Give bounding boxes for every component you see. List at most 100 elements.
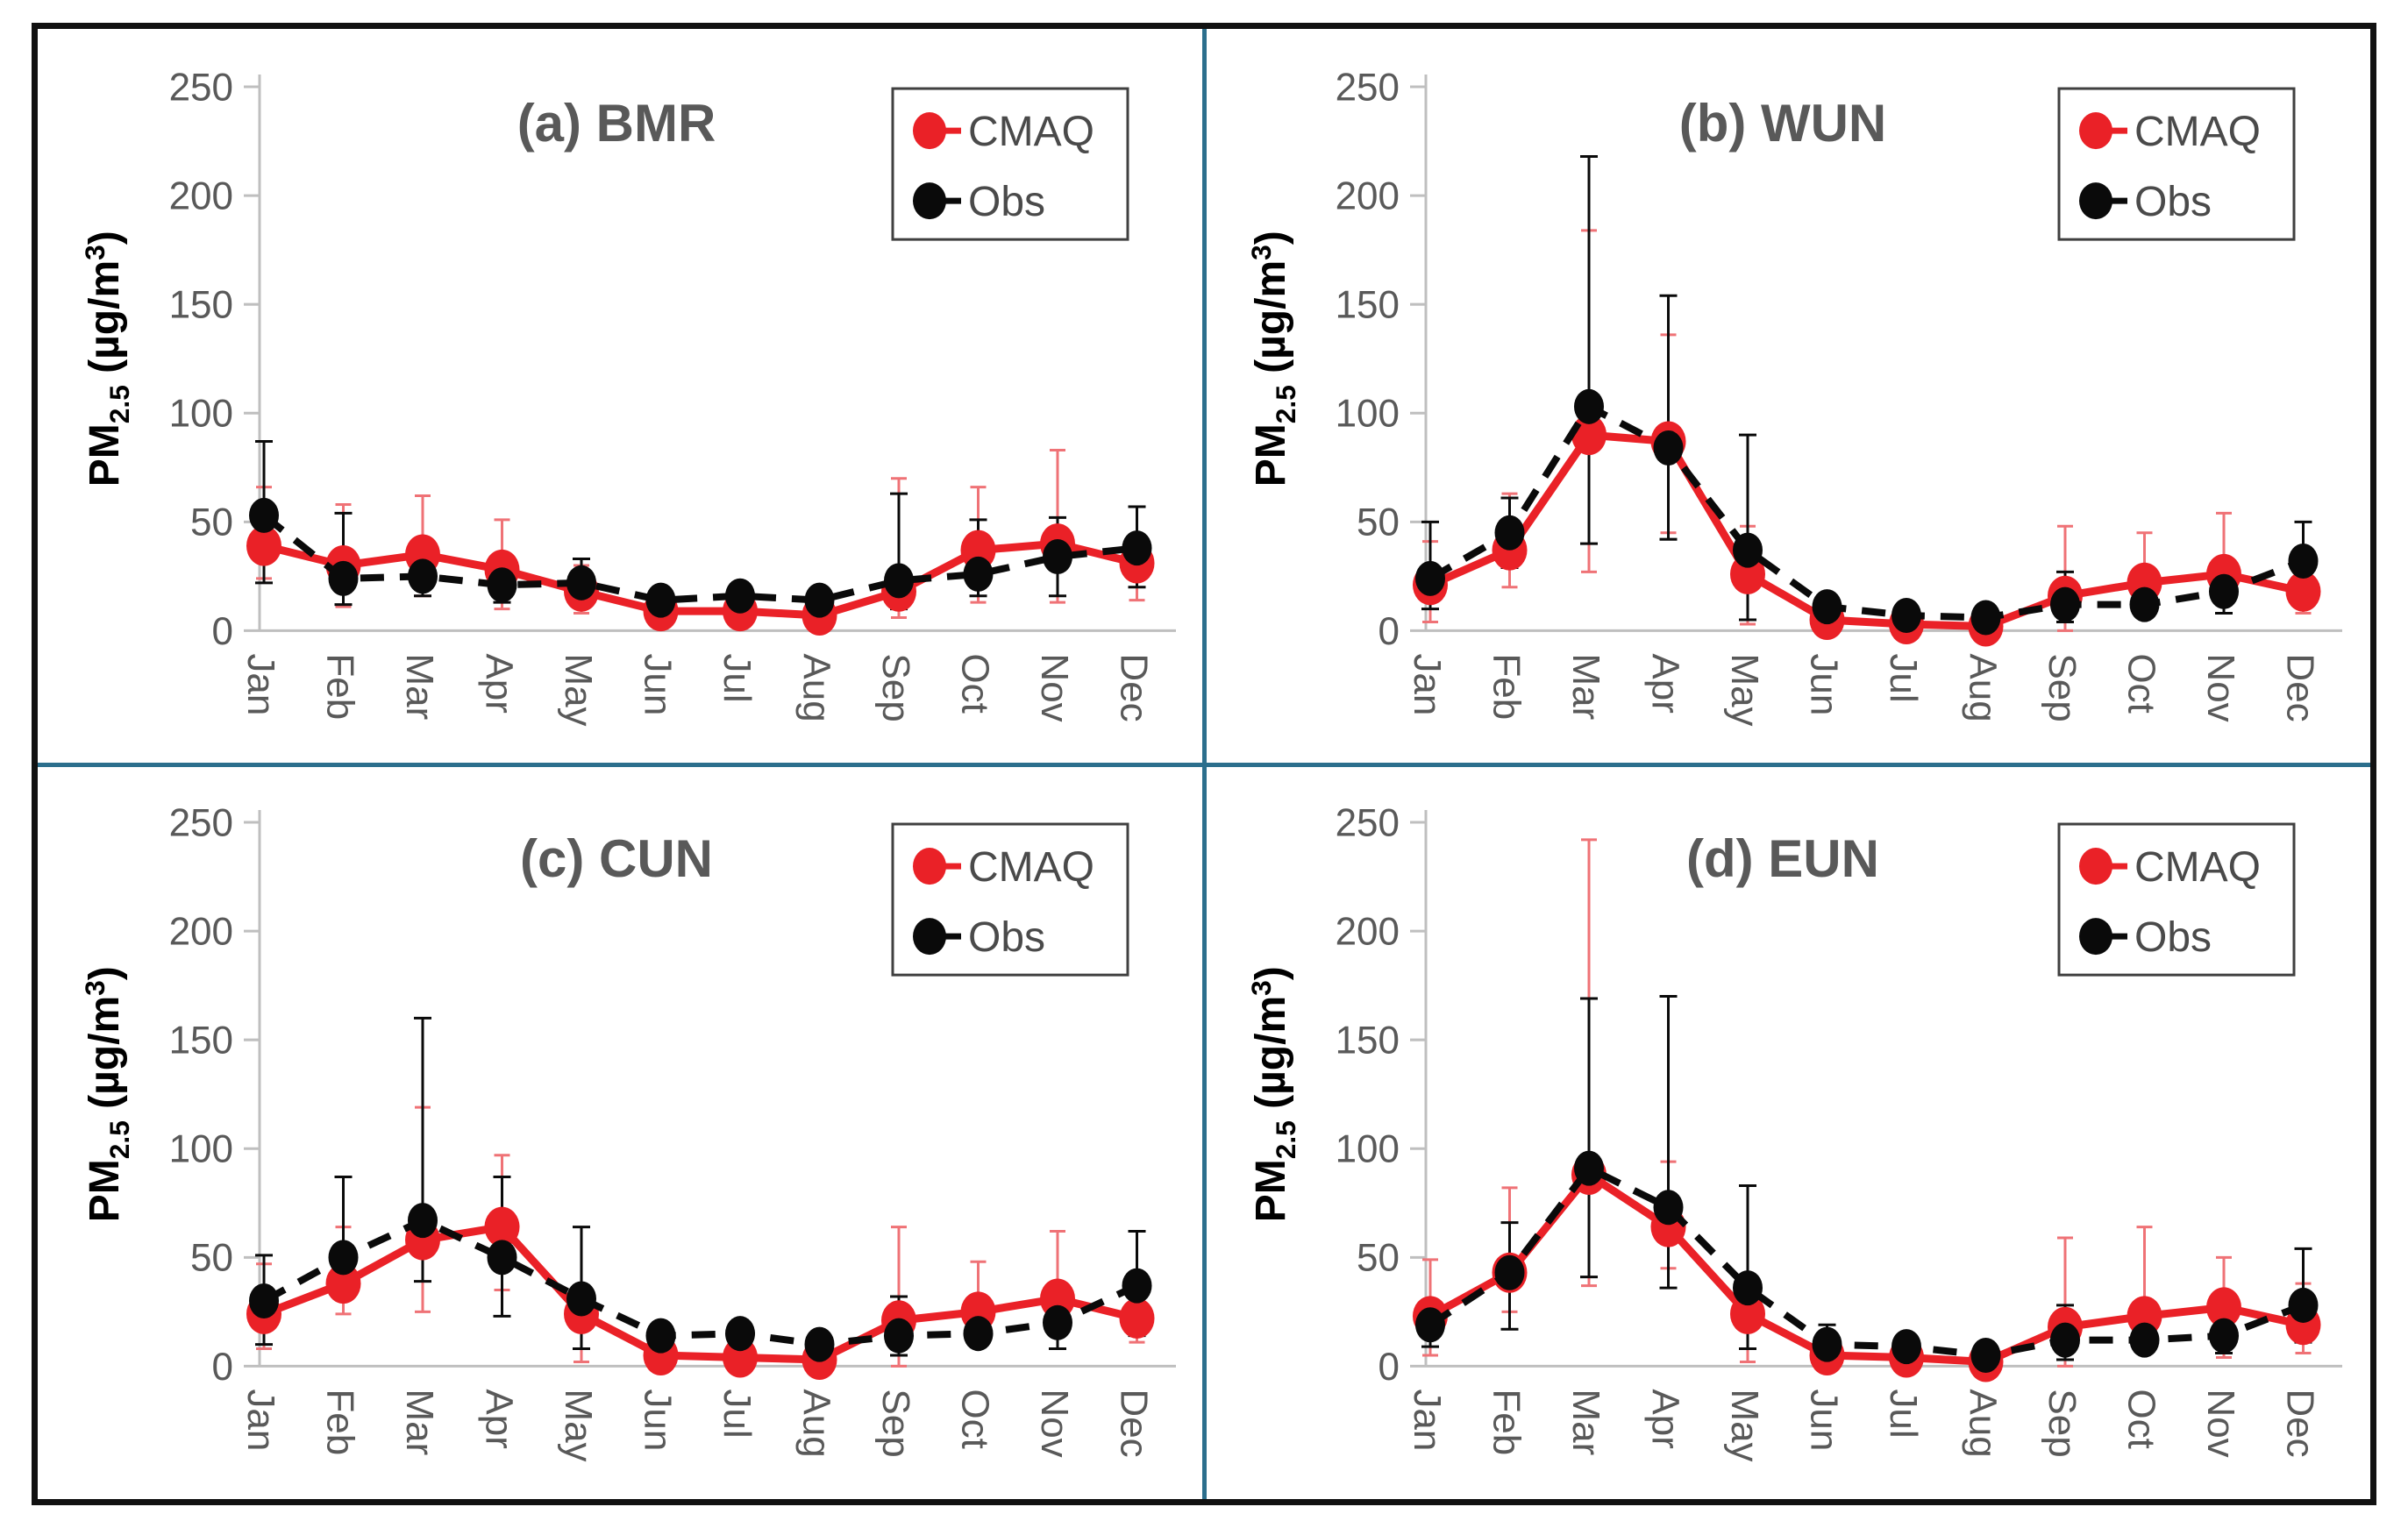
x-tick-label: Feb: [1485, 1389, 1528, 1455]
x-tick-label: May: [557, 1389, 600, 1461]
legend-label: Obs: [968, 179, 1045, 225]
x-tick-label: Sep: [2041, 1389, 2084, 1457]
y-tick-label: 150: [1336, 284, 1400, 327]
legend-item-cmaq: CMAQ: [913, 109, 1094, 155]
y-tick-label: 0: [1379, 610, 1400, 653]
marker-obs: [804, 582, 835, 618]
legend-item-cmaq: CMAQ: [913, 843, 1094, 890]
x-tick-label: Oct: [954, 653, 997, 713]
panel-title: (b) WUN: [1679, 94, 1887, 153]
legend-item-obs: Obs: [2079, 913, 2212, 960]
marker-obs: [2288, 1287, 2319, 1323]
legend-label: Obs: [2134, 179, 2212, 225]
x-tick-label: May: [557, 653, 600, 726]
y-axis-label: PM2.5 (µg/m3): [1245, 231, 1301, 487]
panel-c: 0 50 100 150 200 250 Jan Feb Mar Apr May Jun Jul Aug S…: [38, 764, 1204, 1500]
x-tick-label: Jun: [1803, 1389, 1846, 1451]
series-line-obs: [1428, 402, 2305, 622]
marker-obs: [2209, 1318, 2239, 1354]
marker-obs: [884, 563, 914, 599]
y-tick-label: 200: [169, 910, 233, 953]
legend-marker: [2079, 917, 2112, 955]
y-tick-label: 0: [1379, 1345, 1400, 1388]
x-tick-label: Jun: [1803, 653, 1846, 715]
y-tick-label: 0: [212, 1345, 233, 1388]
legend-marker: [2079, 112, 2112, 150]
x-tick-label: Dec: [1113, 653, 1156, 721]
marker-obs: [645, 1318, 676, 1354]
x-tick-label: Jun: [637, 653, 680, 715]
marker-obs: [1043, 539, 1072, 575]
marker-obs: [408, 558, 438, 594]
marker-obs: [328, 560, 359, 596]
legend-item-cmaq: CMAQ: [2079, 843, 2261, 890]
marker-obs: [2050, 586, 2080, 622]
legend-marker: [913, 182, 946, 220]
x-tick-label: Jul: [1882, 1389, 1925, 1438]
legend-label: Obs: [968, 913, 1045, 960]
legend-label: Obs: [2134, 913, 2212, 960]
legend-marker: [913, 847, 946, 885]
marker-cmaq: [325, 1262, 361, 1304]
marker-obs: [645, 582, 676, 618]
x-tick-label: Mar: [398, 653, 441, 720]
x-tick-label: Mar: [398, 1389, 441, 1455]
x-tick-label: Jan: [239, 653, 282, 715]
panel-b: 0 50 100 150 200 250 Jan Feb Mar Apr May Jun Jul Aug S…: [1204, 29, 2370, 764]
marker-obs: [1812, 1326, 1842, 1362]
marker-obs: [1415, 1306, 1445, 1342]
legend-label: CMAQ: [968, 109, 1094, 155]
y-tick-label: 250: [169, 66, 233, 109]
y-tick-label: 250: [1336, 66, 1400, 109]
y-tick-label: 100: [169, 393, 233, 436]
marker-obs: [249, 497, 279, 533]
x-tick-label: Mar: [1564, 1389, 1607, 1455]
marker-obs: [725, 578, 755, 614]
x-tick-label: Jan: [239, 1389, 282, 1451]
marker-obs: [1891, 598, 1921, 634]
x-tick-label: Sep: [2041, 653, 2084, 721]
legend-item-cmaq: CMAQ: [2079, 109, 2261, 155]
x-tick-label: Nov: [2199, 1389, 2242, 1457]
y-tick-label: 100: [169, 1127, 233, 1170]
marker-cmaq: [1730, 1293, 1765, 1334]
y-tick-label: 250: [1336, 801, 1400, 844]
marker-obs: [1970, 600, 2001, 636]
chart-svg-a: 0 50 100 150 200 250 Jan Feb Mar Apr May Jun Jul Aug S…: [79, 66, 1176, 727]
x-tick-label: Jan: [1406, 653, 1449, 715]
x-tick-label: Apr: [478, 653, 521, 714]
marker-obs: [2129, 1322, 2160, 1358]
x-tick-label: Apr: [478, 1389, 521, 1449]
marker-obs: [566, 565, 596, 601]
marker-obs: [1415, 560, 1445, 596]
marker-cmaq: [2206, 1286, 2241, 1327]
x-tick-label: Apr: [1644, 1389, 1687, 1449]
x-tick-label: Feb: [319, 1389, 362, 1455]
chart-svg-d: 0 50 100 150 200 250 Jan Feb Mar Apr May Jun Jul Aug S…: [1245, 801, 2342, 1461]
marker-obs: [1122, 1268, 1152, 1304]
y-tick-label: 150: [1336, 1019, 1400, 1062]
marker-obs: [1733, 532, 1763, 568]
legend-label: CMAQ: [968, 843, 1094, 890]
marker-obs: [1122, 530, 1152, 566]
marker-obs: [1043, 1304, 1072, 1340]
marker-obs: [2050, 1322, 2080, 1358]
y-tick-label: 100: [1336, 1127, 1400, 1170]
x-tick-label: May: [1723, 653, 1766, 726]
x-tick-label: Nov: [1033, 1389, 1076, 1457]
legend-marker: [913, 112, 946, 150]
legend-marker: [2079, 847, 2112, 885]
marker-obs: [249, 1283, 279, 1318]
marker-obs: [963, 556, 994, 592]
x-tick-label: Aug: [1962, 1389, 2005, 1457]
marker-obs: [1812, 589, 1842, 625]
x-tick-label: Feb: [319, 653, 362, 720]
legend-label: CMAQ: [2134, 109, 2261, 155]
x-tick-label: Jan: [1406, 1389, 1449, 1451]
y-tick-label: 250: [169, 801, 233, 844]
x-tick-label: Jul: [716, 653, 759, 702]
legend-item-obs: Obs: [913, 913, 1045, 960]
panel-a: 0 50 100 150 200 250 Jan Feb Mar Apr May Jun Jul Aug S…: [38, 29, 1204, 764]
x-tick-label: Oct: [954, 1389, 997, 1448]
marker-obs: [1653, 430, 1684, 466]
